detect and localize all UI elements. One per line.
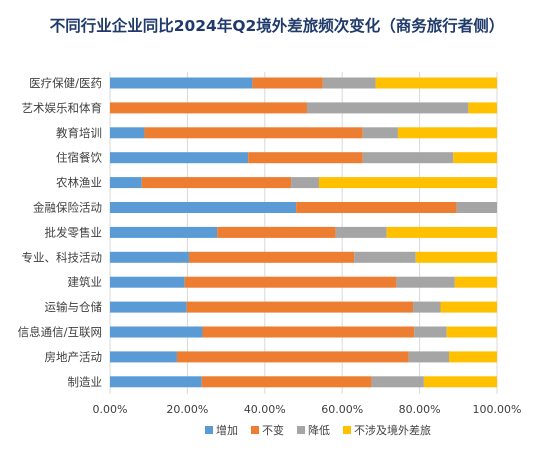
category-label: 金融保险活动 xyxy=(33,201,102,215)
legend-label: 不涉及境外差旅 xyxy=(354,423,431,437)
bar-segment xyxy=(386,226,497,238)
bar-segment xyxy=(291,177,319,189)
category-label: 艺术娱乐和体育 xyxy=(22,101,103,115)
bar-segment xyxy=(110,376,202,388)
category-label: 住宿餐饮 xyxy=(56,151,102,165)
bar-segment xyxy=(110,276,185,288)
bar-segment xyxy=(468,102,497,114)
bar-segment xyxy=(186,301,414,313)
legend-swatch xyxy=(297,426,305,434)
bar-segment xyxy=(110,102,307,114)
category-label: 房地产活动 xyxy=(45,350,103,364)
category-label: 批发零售业 xyxy=(45,225,103,239)
bar-segment xyxy=(354,251,416,263)
bar-segment xyxy=(176,351,409,363)
chart-title: 不同行业企业同比2024年Q2境外差旅频次变化（商务旅行者侧） xyxy=(49,17,505,35)
legend: 增加 不变 降低 不涉及境外差旅 xyxy=(205,423,431,437)
x-tick-label: 100.00% xyxy=(473,403,522,416)
legend-swatch xyxy=(343,426,351,434)
bar-segment xyxy=(453,152,497,164)
bar-segment xyxy=(414,326,447,338)
bar-segment xyxy=(248,152,363,164)
bar-segment xyxy=(335,226,387,238)
bar-segment xyxy=(396,276,455,288)
bar-segment xyxy=(110,127,145,139)
bar-segment xyxy=(397,127,497,139)
category-label: 建筑业 xyxy=(68,275,103,289)
category-label: 专业、科技活动 xyxy=(22,250,103,264)
bar-segment xyxy=(362,152,454,164)
category-label: 教育培训 xyxy=(56,126,102,140)
bar-segment xyxy=(110,301,187,313)
category-label: 制造业 xyxy=(68,375,103,389)
bar-segment xyxy=(110,77,253,89)
category-label: 信息通信/互联网 xyxy=(18,325,102,339)
bar-segment xyxy=(252,77,323,89)
bar-segment xyxy=(202,326,415,338)
bar-segment xyxy=(110,251,189,263)
bar-segment xyxy=(371,376,424,388)
bar-segment xyxy=(110,152,249,164)
bar-segment xyxy=(456,202,497,213)
bar-segment xyxy=(141,177,292,189)
legend-label: 不变 xyxy=(262,423,284,437)
bar-segment xyxy=(110,177,142,189)
category-label: 运输与仓储 xyxy=(45,300,103,314)
bar-segment xyxy=(110,351,177,363)
category-label: 医疗保健/医药 xyxy=(29,76,102,90)
x-tick-label: 60.00% xyxy=(321,403,363,416)
legend-swatch xyxy=(251,426,259,434)
legend-label: 降低 xyxy=(308,423,330,437)
bar-segment xyxy=(408,351,450,363)
x-axis-ticks: 0.00% 20.00% 40.00% 60.00% 80.00% 100.00% xyxy=(93,403,522,416)
x-tick-label: 0.00% xyxy=(93,403,128,416)
bar-segment xyxy=(110,202,297,213)
legend-swatch xyxy=(205,426,213,434)
bar-segment xyxy=(446,326,497,338)
bar-segment xyxy=(375,77,497,89)
category-label: 农林渔业 xyxy=(56,176,102,190)
bar-segment xyxy=(144,127,363,139)
x-tick-label: 80.00% xyxy=(399,403,441,416)
bar-segment xyxy=(184,276,397,288)
x-tick-label: 40.00% xyxy=(244,403,286,416)
bar-segment xyxy=(362,127,398,139)
bar-segment xyxy=(322,77,376,89)
bar-segment xyxy=(306,102,469,114)
bars xyxy=(110,77,497,388)
legend-label: 增加 xyxy=(216,423,238,437)
bar-segment xyxy=(454,276,497,288)
bar-segment xyxy=(217,226,336,238)
bar-segment xyxy=(449,351,497,363)
bar-segment xyxy=(415,251,497,263)
bar-segment xyxy=(423,376,497,388)
bar-segment xyxy=(413,301,441,313)
category-labels: 医疗保健/医药艺术娱乐和体育教育培训住宿餐饮农林渔业金融保险活动批发零售业专业、… xyxy=(18,76,103,389)
bar-segment xyxy=(188,251,355,263)
bar-segment xyxy=(318,177,497,189)
bar-segment xyxy=(110,226,218,238)
bar-segment xyxy=(201,376,372,388)
bar-segment xyxy=(110,326,203,338)
bar-segment xyxy=(440,301,497,313)
x-tick-label: 20.00% xyxy=(166,403,208,416)
bar-segment xyxy=(296,202,457,213)
